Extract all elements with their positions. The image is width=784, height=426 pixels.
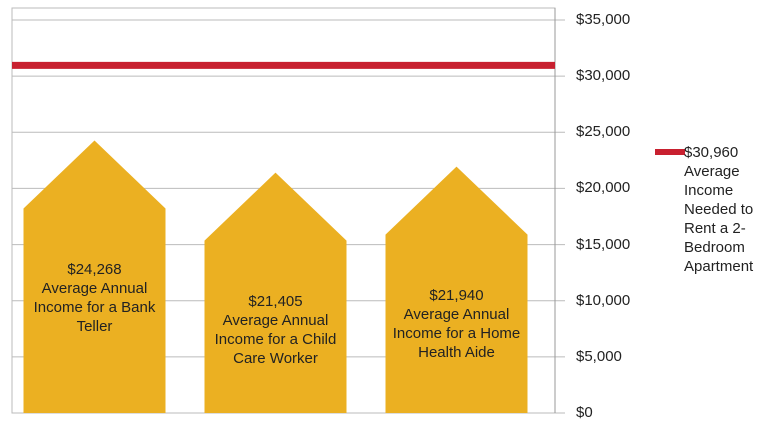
bar [23,140,166,413]
value-label: $21,940 [429,286,484,304]
bar [385,166,528,413]
value-label: $21,405 [248,292,303,310]
bar-label: $24,268 Average Annual Income for a Bank … [30,260,160,336]
category-label: Average Annual Income for a Child Care W… [214,311,337,367]
y-tick-label: $5,000 [576,347,622,365]
legend-label: $30,960 Average Income Needed to Rent a 2… [684,143,779,276]
y-tick-label: $25,000 [576,123,631,141]
y-tick-label: $15,000 [576,235,631,253]
legend-text: Average Income Needed to Rent a 2-Bedroo… [684,163,754,275]
legend-value: $30,960 [684,144,739,161]
y-tick-label: $30,000 [576,67,631,85]
bar-label: $21,405 Average Annual Income for a Child… [211,292,341,368]
y-tick-label: $20,000 [576,179,631,197]
category-label: Average Annual Income for a Home Health … [392,305,521,361]
category-label: Average Annual Income for a Bank Teller [33,279,156,335]
legend-swatch [655,149,685,155]
bar-label: $21,940 Average Annual Income for a Home … [392,286,522,362]
bar [204,172,347,413]
y-tick-label: $0 [576,404,593,421]
value-label: $24,268 [67,260,122,278]
y-tick-label: $10,000 [576,291,631,309]
y-tick-label: $35,000 [576,11,631,28]
